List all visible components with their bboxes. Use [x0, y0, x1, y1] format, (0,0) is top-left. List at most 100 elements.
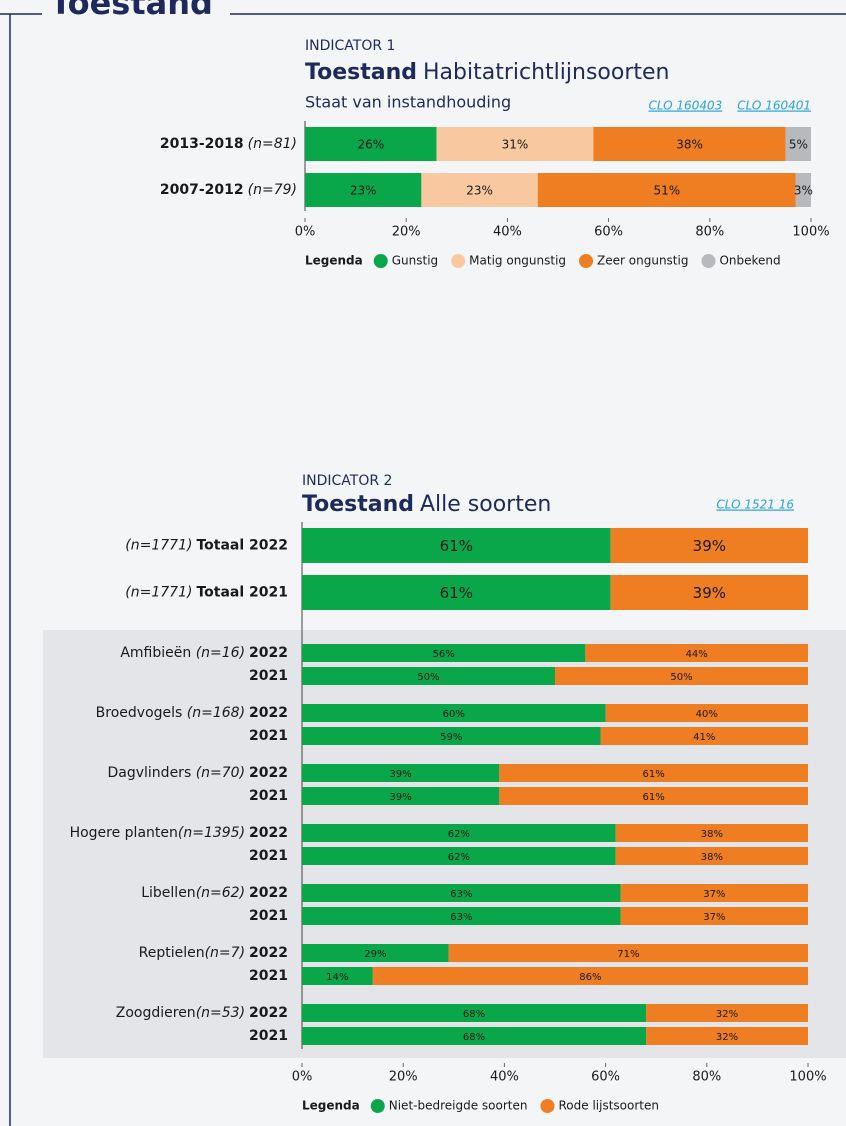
- value-label: 68%: [463, 1032, 485, 1043]
- value-label: 38%: [701, 852, 723, 863]
- title-bold: Toestand: [302, 492, 414, 517]
- bar-segment: [302, 787, 500, 805]
- value-label: 62%: [448, 829, 470, 840]
- bar-segment: [785, 127, 811, 161]
- indicator-label: INDICATOR 2: [302, 473, 392, 489]
- value-label: 23%: [466, 184, 493, 198]
- n-label: (n=79): [248, 182, 297, 198]
- bar-segment: [615, 847, 808, 865]
- category-label: 2021: [249, 968, 288, 984]
- group-label: Reptielen: [139, 945, 205, 961]
- legend-marker: [701, 254, 716, 268]
- value-label: 63%: [450, 889, 472, 900]
- x-tick-label: 0%: [292, 1070, 313, 1085]
- value-label: 29%: [364, 949, 386, 960]
- row-label: Amfibieën (n=16) 2022: [120, 645, 288, 661]
- row-label: (n=1771) Totaal 2022: [125, 538, 288, 554]
- category-label: 2021: [249, 908, 288, 924]
- bar-segment: [302, 644, 586, 662]
- value-label: 39%: [390, 769, 412, 780]
- value-label: 50%: [417, 672, 439, 683]
- legend-marker: [370, 1099, 385, 1113]
- legend-marker: [373, 254, 388, 268]
- value-label: 3%: [794, 184, 813, 198]
- bar-segment: [302, 824, 616, 842]
- category-label: 2022: [249, 645, 288, 661]
- bar-segment: [421, 173, 538, 207]
- n-label: (n=53): [196, 1005, 245, 1021]
- group-label: Broedvogels: [96, 705, 187, 721]
- bar-segment: [605, 704, 808, 722]
- chart-title: Toestand Alle soorten: [302, 492, 551, 517]
- bar-segment: [302, 944, 449, 962]
- n-label: (n=16): [196, 645, 245, 661]
- indicator-label: INDICATOR 1: [305, 38, 395, 54]
- bar-segment: [585, 644, 808, 662]
- value-label: 61%: [440, 584, 473, 602]
- source-link[interactable]: CLO 160401: [737, 99, 811, 113]
- n-label: (n=1771): [125, 585, 192, 601]
- n-label: (n=70): [196, 765, 245, 781]
- value-label: 26%: [357, 138, 384, 152]
- value-label: 37%: [703, 889, 725, 900]
- bar-segment: [615, 824, 808, 842]
- n-label: (n=62): [196, 885, 245, 901]
- x-tick-label: 20%: [389, 1070, 418, 1085]
- row-label: Dagvlinders (n=70) 2022: [108, 765, 289, 781]
- n-label: (n=1395): [178, 825, 245, 841]
- value-label: 56%: [433, 649, 455, 660]
- value-label: 39%: [693, 584, 726, 602]
- title-rest: Habitatrichtlijnsoorten: [423, 60, 669, 85]
- bar-segment: [302, 575, 611, 610]
- row-label: 2021: [249, 728, 288, 744]
- group-background: [43, 630, 846, 1058]
- x-tick-label: 0%: [295, 225, 316, 240]
- bar-segment: [302, 764, 500, 782]
- bar-segment: [302, 704, 606, 722]
- row-label: Libellen(n=62) 2022: [141, 885, 288, 901]
- bar-segment: [537, 173, 796, 207]
- source-link[interactable]: CLO 160403: [648, 99, 722, 113]
- x-tick-label: 80%: [692, 1070, 721, 1085]
- value-label: 32%: [716, 1032, 738, 1043]
- value-label: 68%: [463, 1009, 485, 1020]
- group-label: Libellen: [141, 885, 195, 901]
- bar-segment: [555, 667, 808, 685]
- title-rest: Alle soorten: [420, 492, 551, 517]
- bar-segment: [302, 667, 555, 685]
- group-label: Dagvlinders: [108, 765, 196, 781]
- bar-segment: [646, 1004, 808, 1022]
- row-label: (n=1771) Totaal 2021: [125, 585, 288, 601]
- bar-segment: [302, 1027, 647, 1045]
- n-label: (n=7): [205, 945, 245, 961]
- bar-segment: [593, 127, 786, 161]
- category-label: 2022: [249, 825, 288, 841]
- source-link[interactable]: CLO 1521 16: [716, 498, 794, 512]
- x-tick-label: 100%: [789, 1070, 826, 1085]
- x-tick-label: 100%: [792, 225, 829, 240]
- category-label: 2021: [249, 668, 288, 684]
- group-label: Hogere planten: [70, 825, 178, 841]
- category-label: Totaal 2022: [196, 538, 288, 554]
- row-label: Broedvogels (n=168) 2022: [96, 705, 288, 721]
- bar-segment: [499, 764, 808, 782]
- category-label: 2021: [249, 1028, 288, 1044]
- bar-segment: [610, 528, 808, 563]
- legend-title: Legenda: [302, 1099, 360, 1113]
- category-label: Totaal 2021: [196, 585, 288, 601]
- n-label: (n=168): [187, 705, 245, 721]
- bar-segment: [610, 575, 808, 610]
- value-label: 23%: [350, 184, 377, 198]
- legend-marker: [579, 254, 594, 268]
- category-label: 2007-2012: [160, 182, 244, 198]
- value-label: 71%: [617, 949, 639, 960]
- value-label: 61%: [440, 537, 473, 555]
- value-label: 61%: [643, 769, 665, 780]
- row-label: 2021: [249, 848, 288, 864]
- bar-segment: [372, 967, 808, 985]
- n-label: (n=81): [248, 136, 297, 152]
- x-tick-label: 60%: [594, 225, 623, 240]
- row-label: Reptielen(n=7) 2022: [139, 945, 288, 961]
- category-label: 2022: [249, 885, 288, 901]
